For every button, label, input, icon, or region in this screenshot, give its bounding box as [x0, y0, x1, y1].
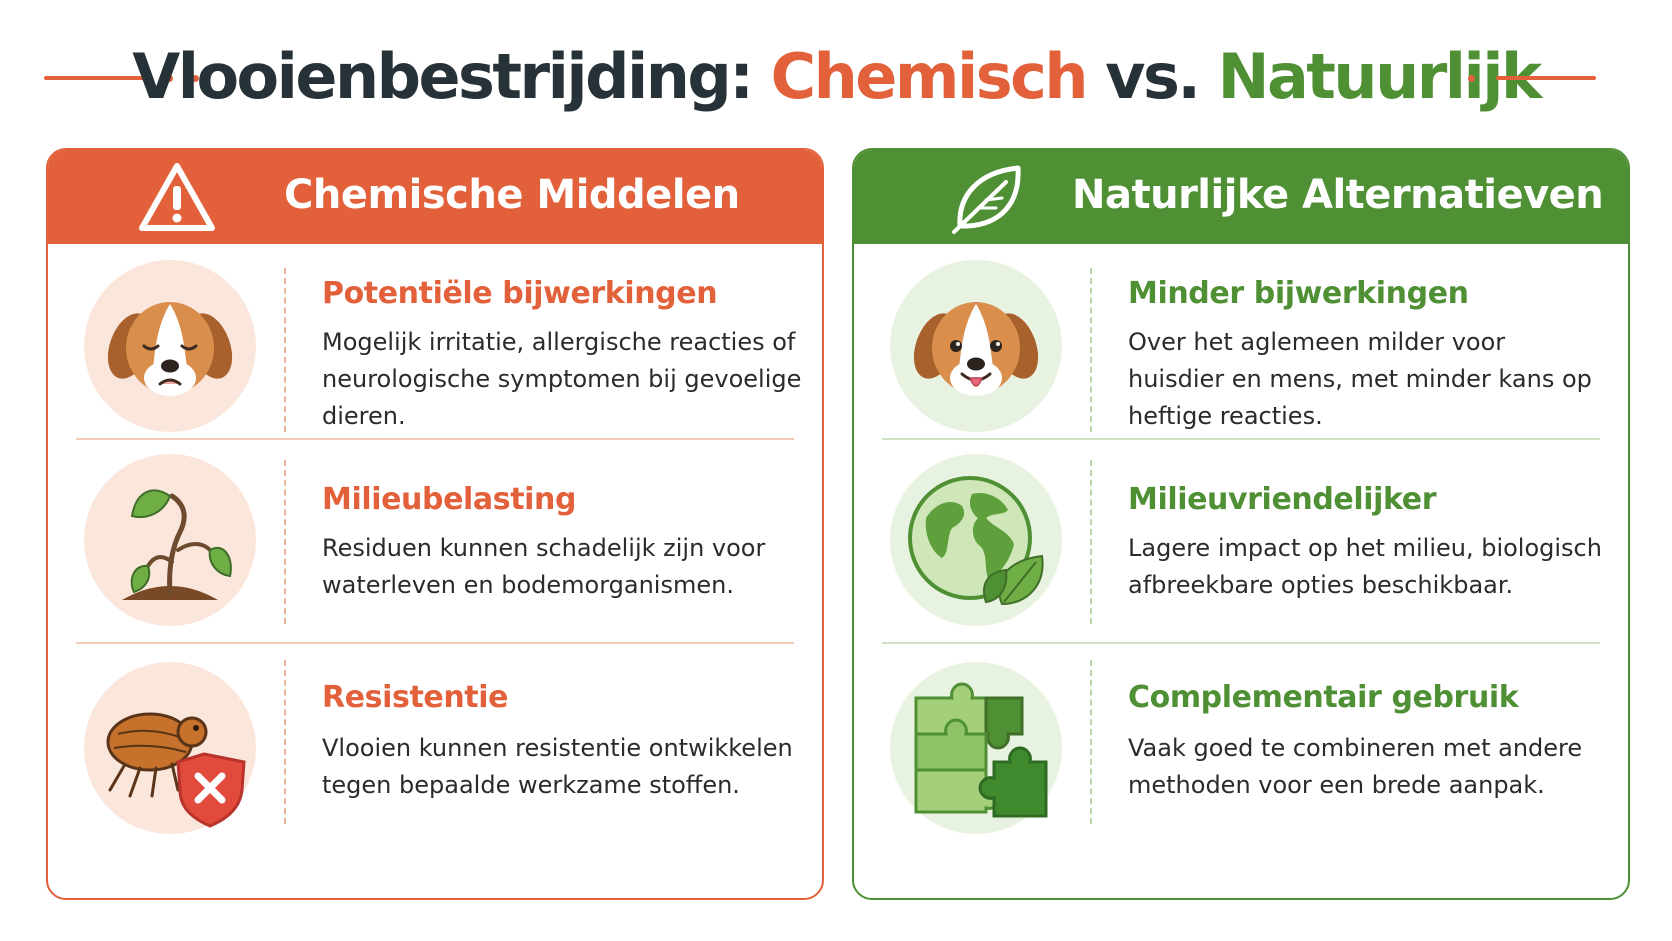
flea-shield-icon — [84, 662, 256, 834]
leaf-icon — [952, 165, 1021, 234]
title-row: Vlooienbestrijding: Chemisch vs. Natuurl… — [0, 32, 1672, 122]
chemical-panel: Chemische Middelen Potentiële bijwerking… — [46, 148, 824, 900]
item-divider — [284, 460, 286, 624]
row-separator — [882, 438, 1600, 440]
item-description: Lagere impact op het milieu, biologisch … — [1128, 534, 1602, 599]
natural-panel-header: Naturlijke Alternatieven — [854, 150, 1628, 244]
item-divider — [1090, 268, 1092, 432]
chemical-item-side-effects: Potentiële bijwerkingen Mogelijk irritat… — [48, 244, 822, 450]
title-decoration-left — [44, 75, 204, 82]
item-description: Over het aglemeen milder voor huisdier e… — [1128, 328, 1592, 430]
title-part-3: vs. — [1086, 40, 1218, 113]
item-title: Minder bijwerkingen — [1128, 276, 1469, 311]
title-part-1: Vlooienbestrijding: — [132, 40, 771, 113]
page-title: Vlooienbestrijding: Chemisch vs. Natuurl… — [0, 40, 1672, 113]
title-part-natural: Natuurlijk — [1217, 40, 1543, 113]
happy-dog-icon — [890, 260, 1062, 432]
sad-dog-icon — [84, 260, 256, 432]
item-title: Milieubelasting — [322, 482, 577, 517]
warning-triangle-icon — [139, 163, 215, 231]
chemical-item-environment: Milieubelasting Residuen kunnen schadeli… — [48, 440, 822, 646]
title-decoration-right — [1468, 75, 1628, 82]
item-title: Complementair gebruik — [1128, 680, 1519, 715]
item-title: Milieuvriendelijker — [1128, 482, 1437, 517]
item-divider — [284, 268, 286, 432]
item-title: Resistentie — [322, 680, 509, 715]
item-description: Vaak goed te combineren met andere metho… — [1128, 734, 1583, 799]
item-divider — [284, 660, 286, 824]
chemical-panel-header: Chemische Middelen — [48, 150, 822, 244]
wilting-plant-icon — [84, 454, 256, 626]
item-description: Mogelijk irritatie, allergische reacties… — [322, 328, 802, 430]
chemical-header-title: Chemische Middelen — [284, 172, 740, 218]
row-separator — [76, 438, 794, 440]
row-separator — [76, 642, 794, 644]
item-description: Residuen kunnen schadelijk zijn voor wat… — [322, 534, 766, 599]
natural-item-fewer-side-effects: Minder bijwerkingen Over het aglemeen mi… — [854, 244, 1628, 450]
globe-leaf-icon — [890, 454, 1062, 626]
puzzle-icon — [890, 662, 1062, 834]
title-part-chemical: Chemisch — [770, 40, 1089, 113]
row-separator — [882, 642, 1600, 644]
natural-item-complementary: Complementair gebruik Vaak goed te combi… — [854, 644, 1628, 898]
chemical-item-resistance: Resistentie Vlooien kunnen resistentie o… — [48, 644, 822, 898]
natural-panel: Naturlijke Alternatieven Minder bijwerki… — [852, 148, 1630, 900]
natural-header-title: Naturlijke Alternatieven — [1072, 172, 1604, 218]
natural-item-eco-friendly: Milieuvriendelijker Lagere impact op het… — [854, 440, 1628, 646]
item-description: Vlooien kunnen resistentie ontwikkelen t… — [322, 734, 793, 799]
item-divider — [1090, 460, 1092, 624]
item-title: Potentiële bijwerkingen — [322, 276, 718, 311]
item-divider — [1090, 660, 1092, 824]
